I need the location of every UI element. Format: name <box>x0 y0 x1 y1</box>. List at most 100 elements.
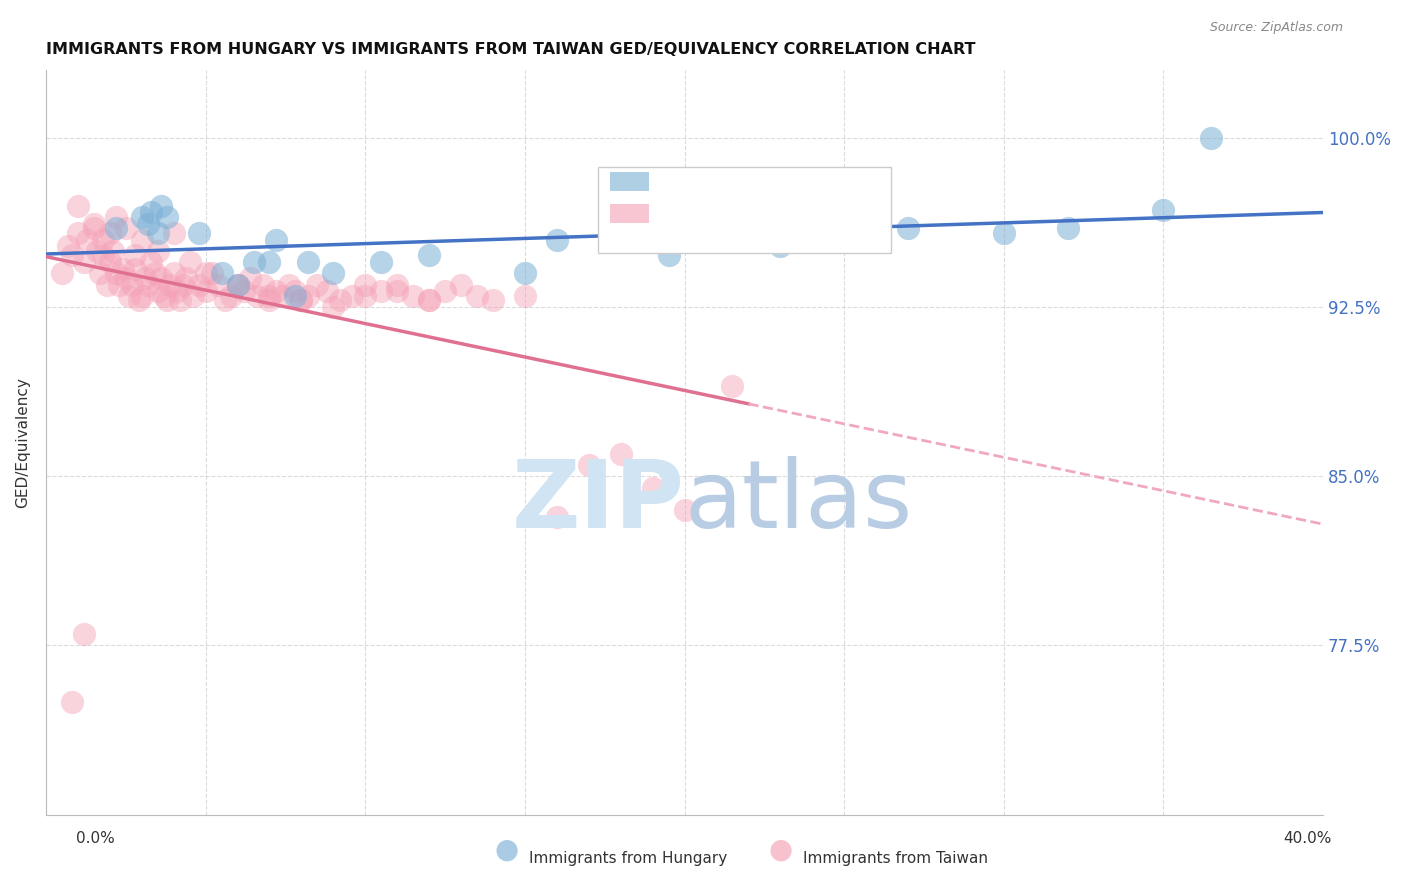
Text: R =: R = <box>659 204 695 222</box>
Point <box>721 379 744 393</box>
Text: 0.136: 0.136 <box>697 204 749 222</box>
Point <box>179 255 201 269</box>
Point <box>134 271 156 285</box>
Text: 0.0%: 0.0% <box>76 831 115 846</box>
Point <box>1056 221 1078 235</box>
Point <box>418 248 440 262</box>
Point <box>322 300 344 314</box>
Text: Immigrants from Hungary: Immigrants from Hungary <box>529 851 727 865</box>
Point <box>73 255 96 269</box>
Point <box>108 277 131 292</box>
Point <box>207 277 229 292</box>
Point <box>354 277 377 292</box>
Point <box>131 289 153 303</box>
Point <box>141 255 163 269</box>
Point <box>370 255 392 269</box>
Point <box>131 233 153 247</box>
Point <box>98 226 121 240</box>
Point <box>163 226 186 240</box>
Point <box>149 271 172 285</box>
Point <box>136 277 159 292</box>
Point <box>993 226 1015 240</box>
Point <box>60 248 83 262</box>
Point <box>83 217 105 231</box>
Point <box>385 285 408 299</box>
FancyBboxPatch shape <box>598 167 891 252</box>
Point <box>111 261 134 276</box>
Point <box>156 293 179 308</box>
Point <box>418 293 440 308</box>
Point <box>188 277 211 292</box>
Point <box>114 221 136 235</box>
Point <box>93 248 115 262</box>
Text: 0.466: 0.466 <box>697 172 749 190</box>
Point <box>242 255 264 269</box>
Point <box>284 289 307 303</box>
Point <box>51 266 73 280</box>
Text: 95: 95 <box>804 204 828 222</box>
Point <box>194 266 217 280</box>
Point <box>136 217 159 231</box>
Point <box>131 210 153 224</box>
Point <box>73 627 96 641</box>
Text: 40.0%: 40.0% <box>1284 831 1331 846</box>
Point <box>370 285 392 299</box>
Text: 28: 28 <box>804 172 828 190</box>
Point <box>101 244 124 258</box>
Point <box>641 481 664 495</box>
Point <box>297 255 319 269</box>
Point <box>128 293 150 308</box>
Point <box>166 285 188 299</box>
Text: ●: ● <box>768 836 793 864</box>
Point <box>546 509 568 524</box>
Point <box>609 447 631 461</box>
Point <box>673 503 696 517</box>
Point <box>277 277 299 292</box>
Point <box>546 233 568 247</box>
Point <box>1153 203 1175 218</box>
Point <box>259 255 281 269</box>
Point <box>322 266 344 280</box>
Y-axis label: GED/Equivalency: GED/Equivalency <box>15 377 30 508</box>
Point <box>172 277 194 292</box>
Point <box>434 285 457 299</box>
Point <box>769 239 792 253</box>
Point <box>98 255 121 269</box>
Point <box>832 233 855 247</box>
Point <box>271 289 294 303</box>
Point <box>76 233 98 247</box>
Point <box>354 289 377 303</box>
Point <box>105 210 128 224</box>
Point <box>149 199 172 213</box>
Text: IMMIGRANTS FROM HUNGARY VS IMMIGRANTS FROM TAIWAN GED/EQUIVALENCY CORRELATION CH: IMMIGRANTS FROM HUNGARY VS IMMIGRANTS FR… <box>46 42 976 57</box>
Text: Immigrants from Taiwan: Immigrants from Taiwan <box>803 851 988 865</box>
Point <box>83 221 105 235</box>
Point <box>450 277 472 292</box>
Point <box>60 695 83 709</box>
Point <box>264 233 287 247</box>
Point <box>159 277 181 292</box>
Text: N =: N = <box>751 204 799 222</box>
Point <box>124 248 146 262</box>
Point <box>201 266 224 280</box>
Point <box>181 289 204 303</box>
Point <box>188 226 211 240</box>
Point <box>141 205 163 219</box>
Point <box>239 271 262 285</box>
Point <box>146 285 169 299</box>
Point <box>342 289 364 303</box>
Text: atlas: atlas <box>685 456 912 548</box>
Point <box>156 210 179 224</box>
Point <box>578 458 600 472</box>
Point <box>124 261 146 276</box>
Point <box>194 285 217 299</box>
Point <box>385 277 408 292</box>
Point <box>89 266 111 280</box>
Point <box>259 293 281 308</box>
Point <box>211 266 233 280</box>
Point <box>121 277 143 292</box>
Point <box>307 277 329 292</box>
Text: Source: ZipAtlas.com: Source: ZipAtlas.com <box>1209 21 1343 34</box>
Text: N =: N = <box>751 172 799 190</box>
Point <box>114 271 136 285</box>
